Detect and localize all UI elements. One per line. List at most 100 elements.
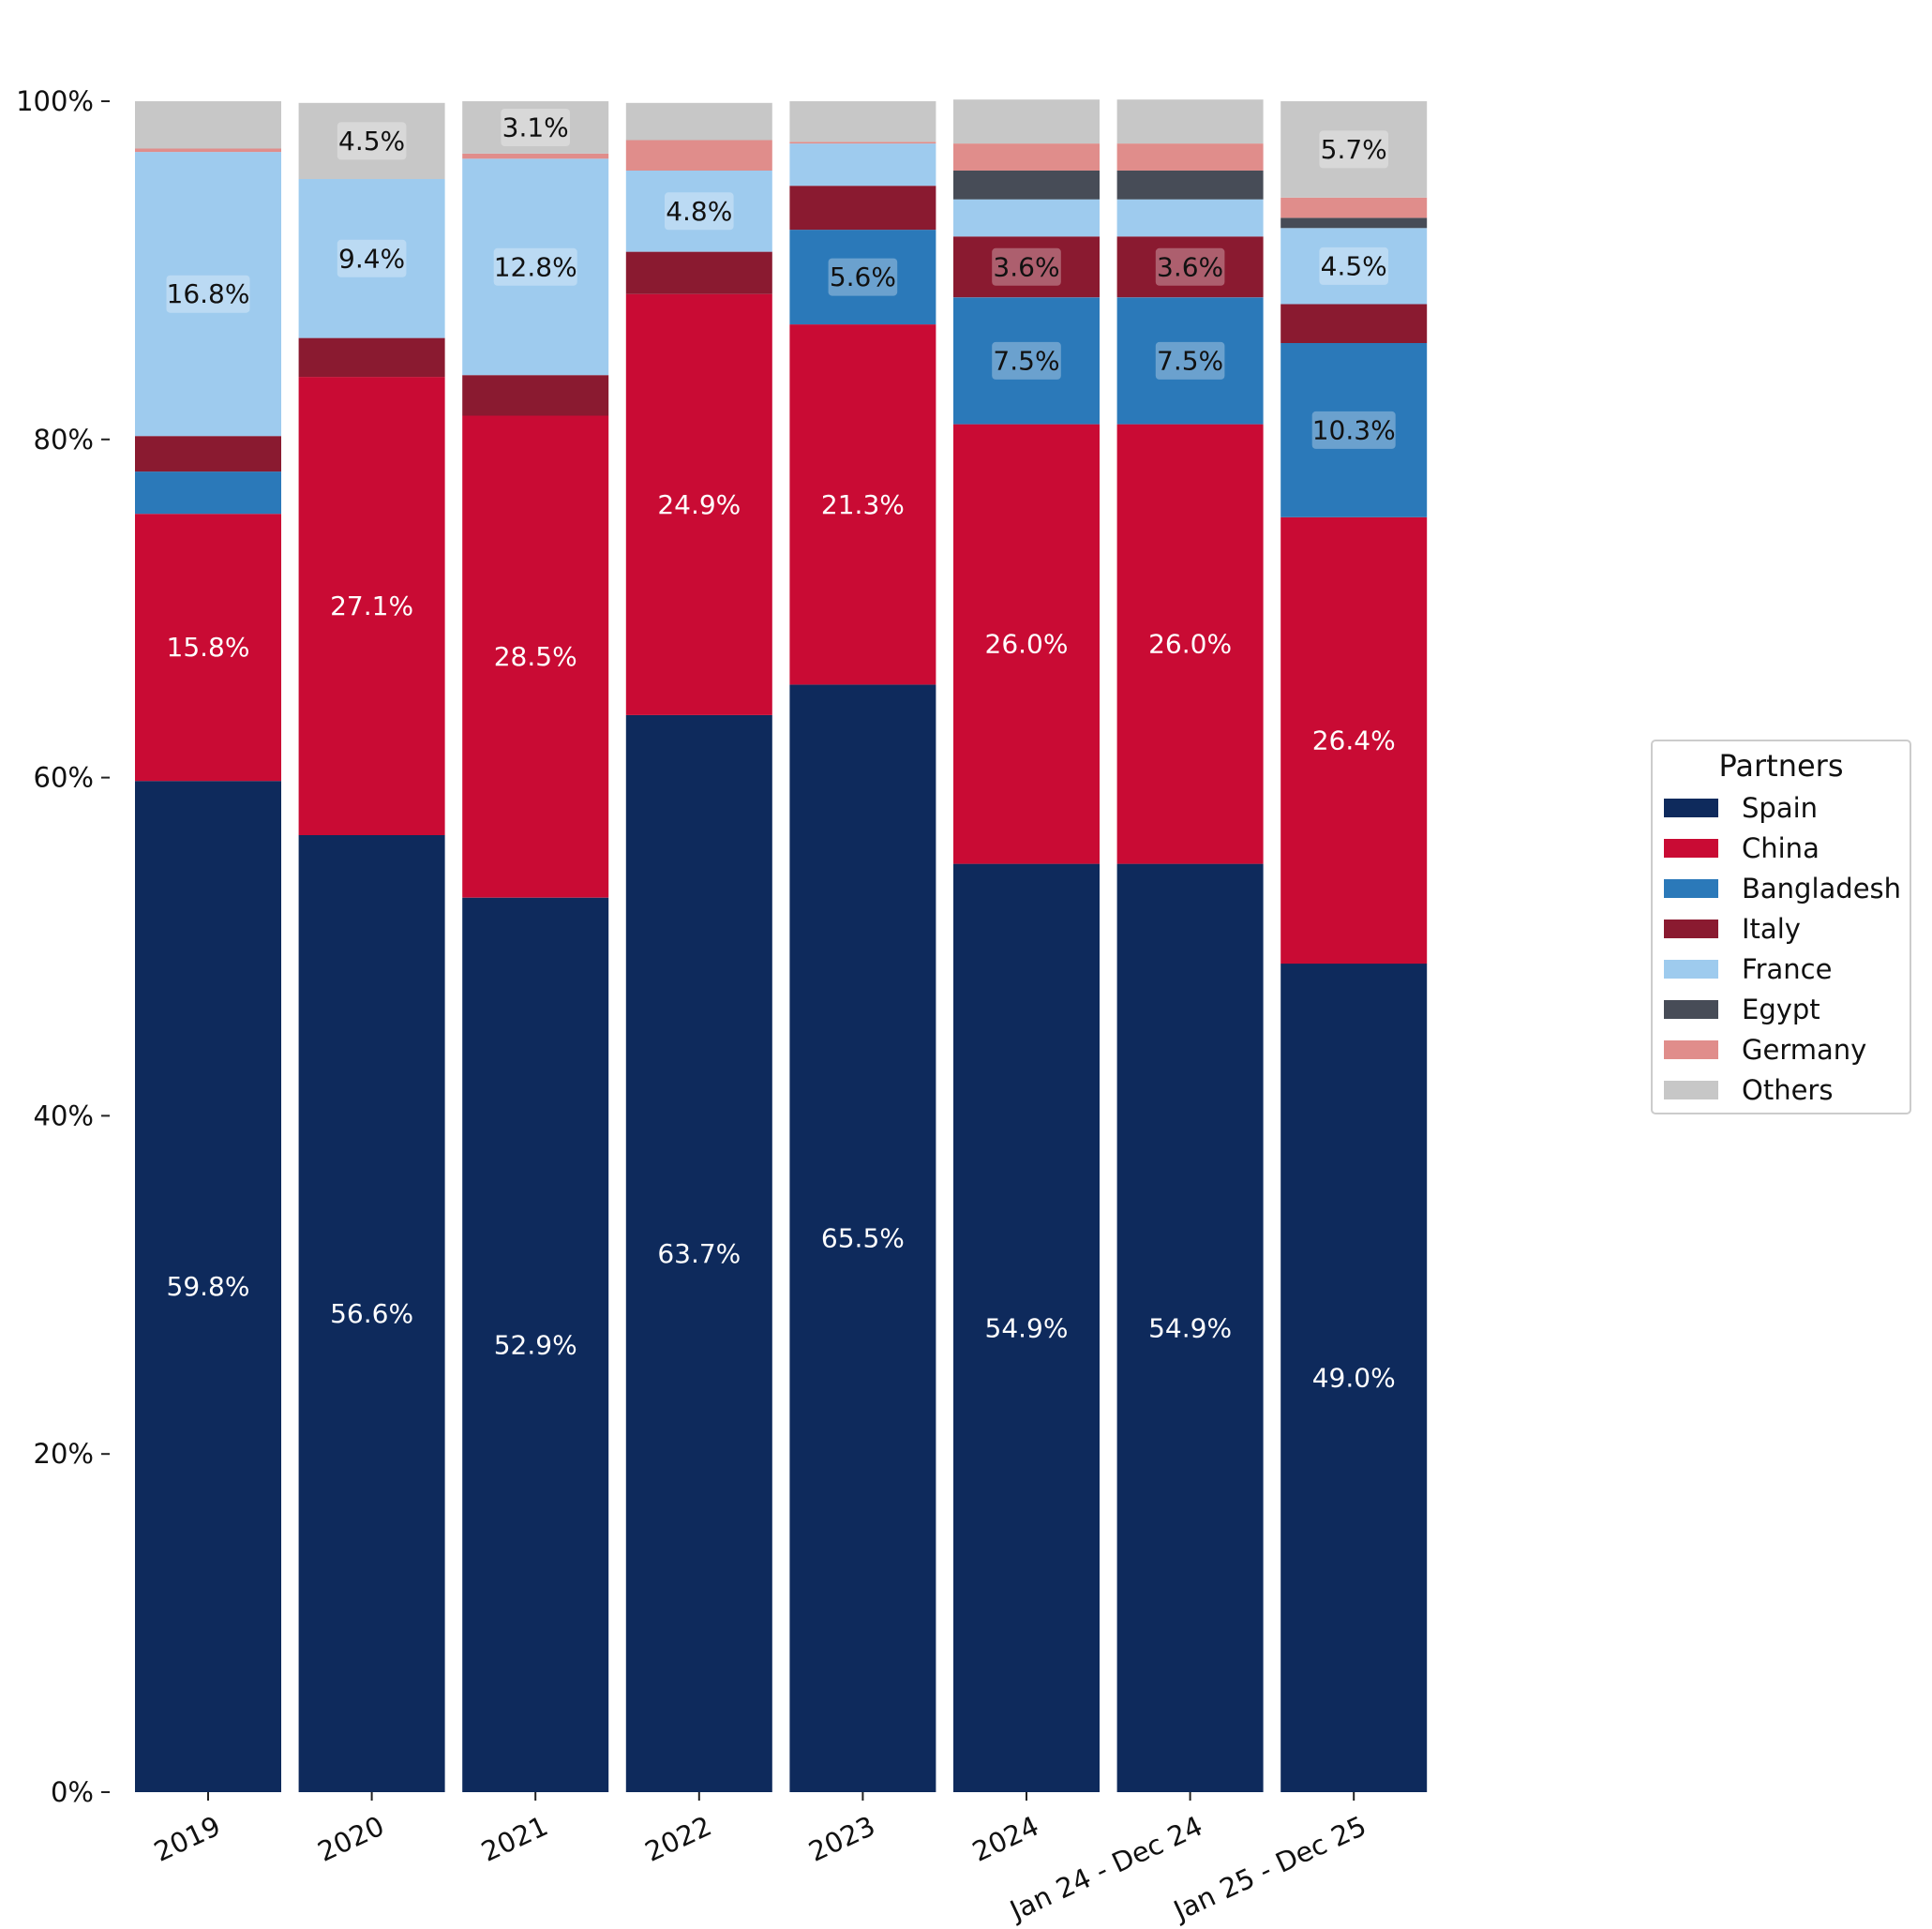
bar-label-china-0: 15.8% <box>167 632 250 663</box>
bar-segment-china-2 <box>462 415 609 898</box>
bar-segment-china-7 <box>1281 516 1428 964</box>
legend-label-germany: Germany <box>1742 1034 1866 1066</box>
legend-swatch-italy <box>1664 920 1718 938</box>
legend-label-others: Others <box>1742 1074 1833 1106</box>
legend-frame <box>1651 740 1911 1114</box>
legend-swatch-china <box>1664 839 1718 858</box>
y-tick-label: 0% <box>51 1776 94 1808</box>
y-tick-label: 20% <box>34 1438 94 1470</box>
bar-segment-spain-3 <box>625 714 772 1792</box>
bar-label-box <box>1319 247 1388 285</box>
bar-label-france-0: 16.8% <box>167 278 250 309</box>
bar-label-box <box>1155 247 1225 286</box>
bar-label-spain-6: 54.9% <box>1148 1312 1232 1343</box>
bar-segment-bangladesh-6 <box>1116 297 1264 425</box>
legend-items: Spain China Bangladesh Italy France Egypt Germ… <box>1664 792 1901 1106</box>
bar-segment-spain-0 <box>135 781 281 1793</box>
bar-segment-italy-4 <box>789 186 936 231</box>
bar-segment-spain-1 <box>298 834 445 1792</box>
bar-label-others-1: 4.5% <box>338 126 405 157</box>
bar-segment-france-3 <box>625 171 772 252</box>
bar-label-spain-4: 65.5% <box>821 1223 905 1254</box>
bar-label-others-7: 5.7% <box>1321 134 1387 165</box>
bar-segment-egypt-6 <box>1116 171 1264 200</box>
bar-label-spain-0: 59.8% <box>167 1271 250 1302</box>
bar-label-box <box>493 247 577 286</box>
bar-label-china-7: 26.4% <box>1312 725 1396 755</box>
bar-segment-italy-1 <box>298 337 445 378</box>
x-tick-label: 2021 <box>476 1810 552 1868</box>
bar-label-china-5: 26.0% <box>985 629 1069 660</box>
legend-swatch-germany <box>1664 1040 1718 1059</box>
bar-segment-bangladesh-5 <box>953 297 1100 425</box>
legend-label-bangladesh: Bangladesh <box>1742 873 1901 905</box>
legend-label-spain: Spain <box>1742 792 1818 824</box>
bar-segment-china-4 <box>789 324 936 685</box>
legend-swatch-bangladesh <box>1664 879 1718 898</box>
bar-segment-germany-6 <box>1116 143 1264 171</box>
bar-label-box <box>337 239 407 277</box>
bar-segment-china-1 <box>298 377 445 835</box>
bar-segment-spain-5 <box>953 863 1100 1792</box>
bar-segment-germany-3 <box>625 140 772 171</box>
y-tick-label: 60% <box>34 762 94 794</box>
bar-segment-germany-2 <box>462 153 609 159</box>
bars-layer <box>135 99 1428 1793</box>
bar-segment-others-0 <box>135 101 281 149</box>
bar-label-spain-2: 52.9% <box>494 1329 577 1360</box>
bar-segment-egypt-7 <box>1281 217 1428 229</box>
bar-label-others-2: 3.1% <box>502 112 569 142</box>
bar-segment-germany-5 <box>953 143 1100 171</box>
bar-segment-france-0 <box>135 152 281 437</box>
bar-segment-germany-7 <box>1281 197 1428 218</box>
bar-segment-italy-7 <box>1281 304 1428 343</box>
bar-label-box <box>1319 130 1388 169</box>
bar-segment-france-4 <box>789 143 936 187</box>
bar-label-italy-6: 3.6% <box>1157 251 1223 282</box>
bar-segment-germany-0 <box>135 148 281 153</box>
bar-segment-others-4 <box>789 101 936 142</box>
bar-label-france-7: 4.5% <box>1321 250 1387 281</box>
bar-label-china-4: 21.3% <box>821 489 905 520</box>
bar-segment-others-1 <box>298 102 445 179</box>
bar-label-box <box>1311 411 1396 449</box>
bar-segment-bangladesh-7 <box>1281 343 1428 517</box>
bar-segment-others-3 <box>625 102 772 141</box>
x-tick-label: 2020 <box>313 1810 389 1868</box>
bar-labels-layer: 59.8% 15.8% 16.8% 56.6% 27.1% 9.4% 4.5% 52.9% 28… <box>166 109 1396 1394</box>
bar-label-china-1: 27.1% <box>330 591 413 621</box>
bar-label-china-3: 24.9% <box>657 489 741 520</box>
legend-label-china: China <box>1742 832 1820 864</box>
x-tick-label: 2023 <box>803 1810 879 1868</box>
bar-label-bangladesh-6: 7.5% <box>1157 345 1223 376</box>
bar-label-italy-5: 3.6% <box>993 251 1059 282</box>
bar-segment-spain-4 <box>789 684 936 1792</box>
legend-title: Partners <box>1719 748 1844 784</box>
bar-segment-china-0 <box>135 514 281 782</box>
bar-segment-spain-6 <box>1116 863 1264 1792</box>
bar-segment-france-6 <box>1116 199 1264 237</box>
bar-label-box <box>665 192 734 231</box>
x-tick-label: 2022 <box>640 1810 716 1868</box>
bar-label-bangladesh-5: 7.5% <box>993 345 1059 376</box>
y-tick-label: 100% <box>16 85 94 117</box>
bar-segment-france-5 <box>953 199 1100 237</box>
bar-label-china-6: 26.0% <box>1148 629 1232 660</box>
bar-label-box <box>828 258 898 296</box>
bar-segment-italy-3 <box>625 251 772 294</box>
legend-swatch-others <box>1664 1081 1718 1099</box>
bar-label-france-1: 9.4% <box>338 243 405 274</box>
y-axis: 0% 20% 40% 60% 80% 100% <box>16 85 110 1808</box>
legend-swatch-france <box>1664 960 1718 979</box>
bar-label-box <box>1155 341 1225 380</box>
y-tick-label: 80% <box>34 424 94 456</box>
bar-segment-egypt-5 <box>953 171 1100 200</box>
bar-segment-germany-4 <box>789 142 936 144</box>
bar-segment-spain-2 <box>462 897 609 1792</box>
legend-swatch-spain <box>1664 799 1718 817</box>
bar-label-spain-3: 63.7% <box>657 1238 741 1269</box>
bar-segment-italy-0 <box>135 436 281 472</box>
bar-segment-others-5 <box>953 99 1100 144</box>
